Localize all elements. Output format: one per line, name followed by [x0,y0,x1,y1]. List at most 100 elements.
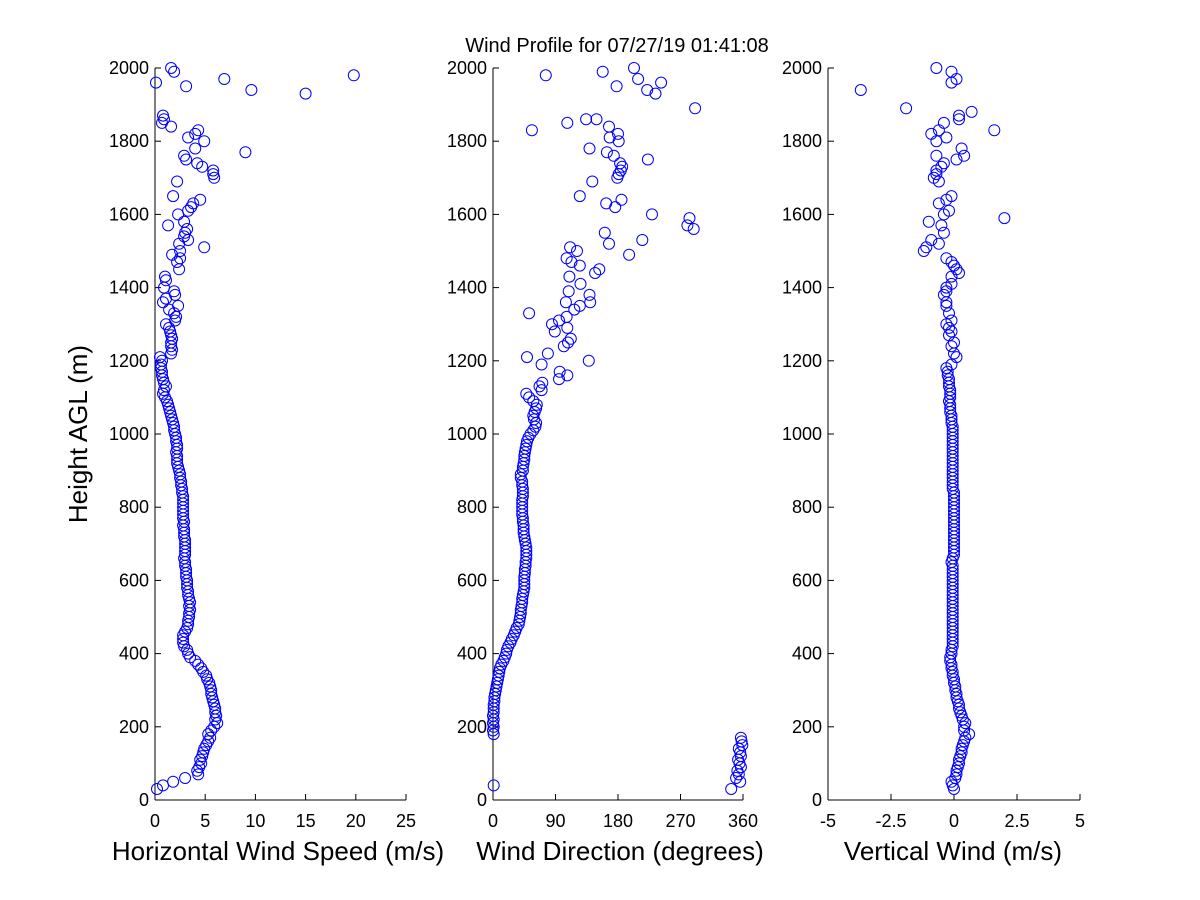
speed-data-point [191,157,204,170]
direction-data-point [500,647,513,660]
direction-data-point [593,263,606,276]
vertical-data-point [948,336,960,349]
vertical-y-tick-label: 200 [792,717,822,737]
vertical-data-point [917,245,930,257]
vertical-data-point [955,142,968,155]
speed-data-point [171,256,184,268]
direction-data-point [681,219,694,232]
direction-y-tick-label: 1800 [447,131,487,151]
vertical-data-point [945,65,958,78]
speed-y-tick-label: 0 [139,790,149,810]
direction-y-tick-label: 1200 [447,351,487,371]
direction-data-point [615,193,628,206]
speed-y-tick-label: 2000 [109,58,149,78]
vertical-data-point [940,299,953,312]
direction-data-point [561,116,574,129]
direction-data-point [530,398,543,411]
speed-data-point [196,750,209,763]
vertical-x-tick-label: -2.5 [875,811,906,831]
vertical-data-point [930,62,943,74]
direction-data-point [632,73,645,85]
speed-data-point [154,351,166,364]
speed-y-tick-label: 1600 [109,204,149,224]
speed-data-point [165,409,178,422]
vertical-data-point [937,116,950,129]
speed-data-point [182,131,195,144]
vertical-y-tick-label: 0 [812,790,822,810]
vertical-data-point [948,347,960,360]
direction-x-tick-label: 360 [728,811,758,831]
figure-title: Wind Profile for 07/27/19 01:41:08 [465,35,769,57]
speed-data-point [198,135,211,148]
vertical-data-point [854,84,867,96]
vertical-data-point [950,351,963,364]
vertical-x-tick-label: 2.5 [1004,811,1029,831]
speed-data-point [194,193,207,206]
direction-y-tick-label: 1600 [447,204,487,224]
speed-data-point [157,296,169,309]
direction-data-point [536,376,549,389]
speed-data-point [160,274,172,287]
speed-data-point [164,406,177,418]
speed-data-point [166,332,179,345]
speed-data-point [168,285,181,298]
speed-data-point [174,245,187,257]
speed-y-tick-label: 1800 [109,131,149,151]
speed-data-point [165,329,178,342]
direction-data-point [560,310,573,323]
speed-data-point [168,65,181,78]
direction-data-point [541,347,554,360]
speed-data-point [192,658,205,671]
direction-data-point [623,248,636,261]
direction-data-point [564,332,577,345]
speed-data-point [192,124,205,137]
vertical-data-point [922,215,935,228]
vertical-data-point [988,124,1001,137]
speed-x-axis-label: Horizontal Wind Speed (m/s) [112,836,444,866]
speed-data-point [167,417,180,429]
vertical-data-point [945,277,958,290]
speed-data-point [189,142,202,155]
speed-x-tick-label: 15 [296,811,316,831]
direction-data-point [610,80,623,93]
speed-data-point [198,241,211,254]
direction-data-point [553,373,565,386]
speed-data-point [218,73,231,85]
speed-data-point [187,197,200,210]
vertical-x-tick-label: -5 [820,811,836,831]
vertical-y-tick-label: 400 [792,644,822,664]
direction-data-point [589,267,602,279]
vertical-data-point [940,252,953,265]
direction-data-point [493,665,506,678]
vertical-data-point [920,241,933,254]
speed-data-point [239,146,252,159]
speed-data-point [166,413,179,426]
speed-data-point [181,223,194,235]
vertical-data-point [937,226,950,239]
direction-x-tick-label: 270 [665,811,695,831]
vertical-data-point [953,702,965,715]
direction-data-point [730,772,743,784]
direction-data-point [600,146,613,159]
speed-data-point [197,746,210,759]
direction-data-point [582,354,595,367]
speed-data-point [180,80,193,93]
speed-y-tick-label: 1400 [109,278,149,298]
direction-y-tick-label: 1400 [447,278,487,298]
speed-data-point [208,698,221,711]
direction-data-point [523,307,536,320]
direction-data-point [520,387,533,400]
speed-y-tick-label: 800 [119,497,149,517]
direction-data-point [580,113,593,126]
speed-data-point [163,402,176,415]
vertical-data-point [948,259,960,272]
direction-data-point [562,336,574,349]
direction-data-point [584,296,597,309]
height-axis-label: Height AGL (m) [63,345,93,523]
direction-data-point [553,314,565,327]
direction-panel: 0 200 400 600 800 1000 1200 1400 1600 1800 2000 0 90… [447,58,764,866]
speed-data-point [202,728,215,741]
speed-data-point [162,219,175,232]
direction-data-point [523,391,536,404]
